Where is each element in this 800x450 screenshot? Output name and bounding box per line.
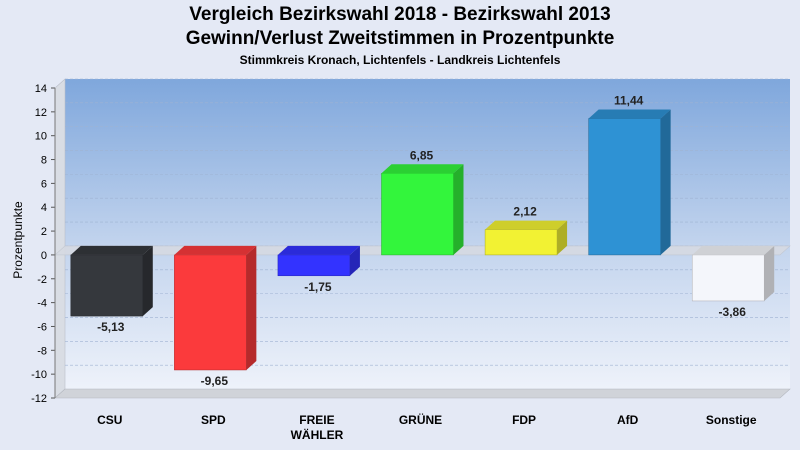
data-label: 11,44 bbox=[614, 94, 644, 108]
y-tick-label: 0 bbox=[41, 250, 47, 262]
bar-top bbox=[692, 245, 775, 255]
y-tick-label: -8 bbox=[37, 345, 47, 357]
bar-freie-wähler bbox=[277, 245, 360, 277]
bar-fdp bbox=[484, 220, 568, 256]
category-label: FREIE WÄHLER bbox=[291, 413, 344, 442]
bar-side bbox=[453, 164, 464, 255]
y-tick-label: 10 bbox=[35, 131, 47, 143]
bar-top bbox=[485, 220, 568, 230]
bar-front bbox=[277, 254, 351, 277]
floor bbox=[54, 388, 791, 399]
y-axis-ticks: 14 12 10 8 6 4 2 0 -2 -4 -6 -8 -10 -12 bbox=[31, 83, 56, 405]
bar-side bbox=[246, 245, 257, 370]
bar-sonstige bbox=[691, 245, 775, 302]
bar-side bbox=[142, 245, 153, 317]
y-tick-label: 6 bbox=[41, 178, 47, 190]
category-label-line: AfD bbox=[617, 413, 639, 427]
y-tick-label: -10 bbox=[31, 369, 47, 381]
chart-title: Vergleich Bezirkswahl 2018 - Bezirkswahl… bbox=[189, 4, 611, 25]
bar-front bbox=[588, 118, 661, 256]
y-tick-label: -6 bbox=[37, 321, 47, 333]
bar-top bbox=[277, 245, 360, 255]
y-tick-label: 8 bbox=[41, 155, 47, 167]
category-label-line: WÄHLER bbox=[291, 427, 344, 442]
y-tick-label: 2 bbox=[41, 226, 47, 238]
bar-front bbox=[174, 254, 247, 371]
data-labels: -5,13 -9,65 -1,75 6,85 2,12 11,44 -3,86 bbox=[97, 94, 746, 388]
category-label: FDP bbox=[512, 413, 536, 427]
data-label: -3,86 bbox=[719, 305, 747, 319]
bar-top bbox=[174, 245, 257, 255]
bar-front bbox=[484, 229, 558, 256]
left-wall bbox=[54, 78, 66, 399]
category-label-line: Sonstige bbox=[706, 413, 757, 427]
y-tick-label: -2 bbox=[37, 274, 47, 286]
bar-csu bbox=[70, 245, 153, 317]
data-label: -5,13 bbox=[97, 320, 125, 334]
category-label-line: FDP bbox=[512, 413, 536, 427]
y-tick-label: 14 bbox=[35, 83, 47, 95]
bars bbox=[70, 109, 775, 371]
category-label-line: SPD bbox=[201, 413, 226, 427]
data-label: 6,85 bbox=[410, 148, 434, 162]
category-label: GRÜNE bbox=[399, 412, 442, 427]
data-label: 2,12 bbox=[513, 205, 537, 219]
y-tick-label: -12 bbox=[31, 393, 47, 405]
category-label-line: CSU bbox=[97, 413, 122, 427]
bar-side bbox=[349, 245, 360, 276]
bar-front bbox=[691, 254, 765, 302]
bar-side bbox=[764, 245, 775, 301]
bar-side bbox=[557, 220, 568, 255]
bar-top bbox=[588, 109, 671, 119]
data-label: -1,75 bbox=[304, 280, 332, 294]
bar-front bbox=[381, 173, 454, 256]
bar-grüne bbox=[381, 164, 464, 256]
chart-subtitle: Stimmkreis Kronach, Lichtenfels - Landkr… bbox=[239, 53, 561, 67]
category-label: SPD bbox=[201, 413, 226, 427]
bar-front bbox=[70, 254, 144, 317]
category-label: Sonstige bbox=[706, 413, 757, 427]
bar-side bbox=[660, 109, 671, 255]
category-label-line: FREIE bbox=[299, 413, 334, 427]
chart-title-line2: Gewinn/Verlust Zweitstimmen in Prozentpu… bbox=[185, 28, 615, 49]
y-tick-label: -4 bbox=[37, 298, 47, 310]
bar-top bbox=[70, 245, 153, 255]
category-label: AfD bbox=[617, 413, 639, 427]
category-label: CSU bbox=[97, 413, 122, 427]
bar-top bbox=[381, 164, 464, 174]
y-axis-label: Prozentpunkte bbox=[11, 201, 25, 279]
y-tick-label: 12 bbox=[35, 107, 47, 119]
bar-spd bbox=[174, 245, 257, 371]
category-label-line: GRÜNE bbox=[399, 412, 442, 427]
bar-afd bbox=[588, 109, 671, 256]
y-tick-label: 4 bbox=[41, 202, 47, 214]
category-labels: CSU SPD FREIE WÄHLER GRÜNE FDP AfD Sonstige bbox=[97, 412, 757, 442]
data-label: -9,65 bbox=[201, 374, 229, 388]
